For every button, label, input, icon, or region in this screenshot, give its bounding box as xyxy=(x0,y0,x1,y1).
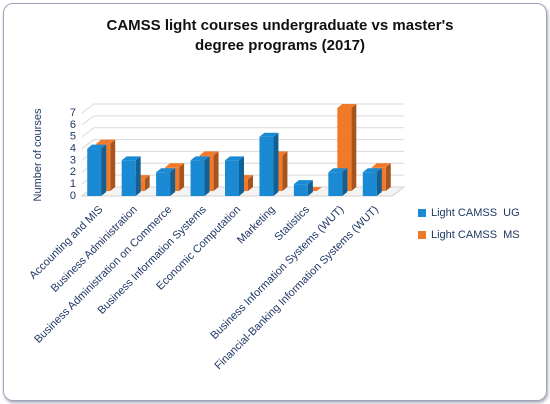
bar-top xyxy=(87,144,107,149)
bar-side xyxy=(282,151,288,191)
y-tick-label: 6 xyxy=(70,119,76,131)
bar-side xyxy=(342,168,348,196)
bar-side xyxy=(101,144,107,196)
y-tick-label: 2 xyxy=(70,166,76,178)
grid-line-side xyxy=(81,115,95,126)
bar-top xyxy=(259,132,279,137)
bar-top xyxy=(362,168,382,173)
legend-swatch xyxy=(418,231,426,239)
bar-side xyxy=(144,175,150,191)
y-axis-label: Number of courses xyxy=(32,108,44,201)
bar-side xyxy=(135,156,141,196)
y-tick-label: 7 xyxy=(70,107,76,119)
bar-side xyxy=(213,151,219,191)
chart-frame xyxy=(3,3,547,401)
y-tick-label: 3 xyxy=(70,154,76,166)
bar xyxy=(225,160,239,196)
y-tick-label: 1 xyxy=(70,178,76,190)
bar xyxy=(121,160,136,196)
legend-label: Light CAMSS UG xyxy=(431,207,520,219)
bar-top xyxy=(225,156,244,161)
bar xyxy=(190,160,205,196)
bar-side xyxy=(179,163,185,191)
bar-top xyxy=(337,104,357,108)
bar-side xyxy=(170,168,176,196)
bar xyxy=(293,184,308,196)
bar-top xyxy=(199,151,219,156)
legend-label: Light CAMSS MS xyxy=(431,229,520,241)
x-tick-label: Business Administration on Commerce xyxy=(32,204,174,346)
y-tick-label: 0 xyxy=(70,190,76,202)
bar-top xyxy=(328,168,348,173)
bar-side xyxy=(204,156,210,196)
chart-title: CAMSS light courses undergraduate vs mas… xyxy=(106,17,454,54)
grid-line-side xyxy=(81,139,95,149)
x-tick-label: Financial-Banking Information Systems (W… xyxy=(213,204,381,372)
grid-line-side xyxy=(81,127,95,138)
bar-side xyxy=(239,156,244,196)
x-tick-label: Marketing xyxy=(235,204,278,247)
bar-side xyxy=(248,175,253,191)
bar-top xyxy=(96,139,116,144)
bar-top xyxy=(371,163,391,168)
bar xyxy=(156,172,171,196)
bar xyxy=(362,172,377,196)
y-tick-label: 5 xyxy=(70,131,76,143)
bar-side xyxy=(110,139,116,191)
bar xyxy=(259,136,274,196)
bar-side xyxy=(376,168,382,196)
bar-top xyxy=(121,156,141,161)
bar-top xyxy=(190,156,210,161)
bar-top xyxy=(156,168,176,173)
bar-side xyxy=(385,163,391,191)
legend-swatch xyxy=(418,209,426,217)
bar-side xyxy=(351,104,357,191)
grid-line-side xyxy=(81,103,95,114)
bar-top xyxy=(165,163,185,168)
bar xyxy=(87,148,102,196)
bar xyxy=(328,172,343,196)
bar-side xyxy=(307,180,313,196)
bar-side xyxy=(273,132,279,196)
y-tick-label: 4 xyxy=(70,142,76,154)
bar-top xyxy=(293,180,313,185)
